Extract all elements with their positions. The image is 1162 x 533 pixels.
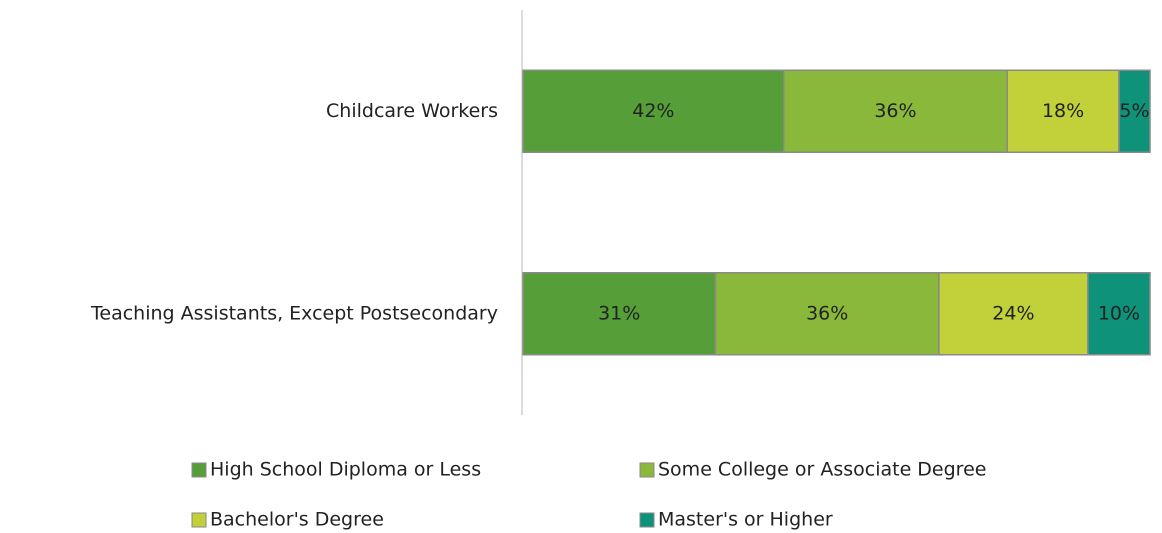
value-label: 31% (598, 302, 640, 324)
legend-swatch (191, 462, 207, 478)
value-label: 10% (1098, 302, 1140, 324)
category-label: Teaching Assistants, Except Postsecondar… (90, 302, 498, 324)
bar-segment (1006, 69, 1120, 153)
legend-label: Some College or Associate Degree (658, 459, 986, 481)
value-label: 18% (1042, 100, 1084, 122)
legend-label: Bachelor's Degree (210, 509, 384, 531)
value-label: 24% (992, 302, 1034, 324)
bar-segment (782, 69, 1008, 153)
legend-label: High School Diploma or Less (210, 459, 481, 481)
value-label: 5% (1119, 100, 1149, 122)
bar-segment (522, 69, 785, 153)
bar-segment (1118, 69, 1151, 153)
value-label: 42% (632, 100, 674, 122)
category-label: Childcare Workers (326, 100, 498, 122)
value-label: 36% (874, 100, 916, 122)
legend-swatch (639, 512, 655, 528)
value-label: 36% (806, 302, 848, 324)
legend-swatch (191, 512, 207, 528)
bar-segment (1087, 272, 1151, 356)
legend-label: Master's or Higher (658, 509, 833, 531)
legend-swatch (639, 462, 655, 478)
bar-segment (714, 272, 940, 356)
